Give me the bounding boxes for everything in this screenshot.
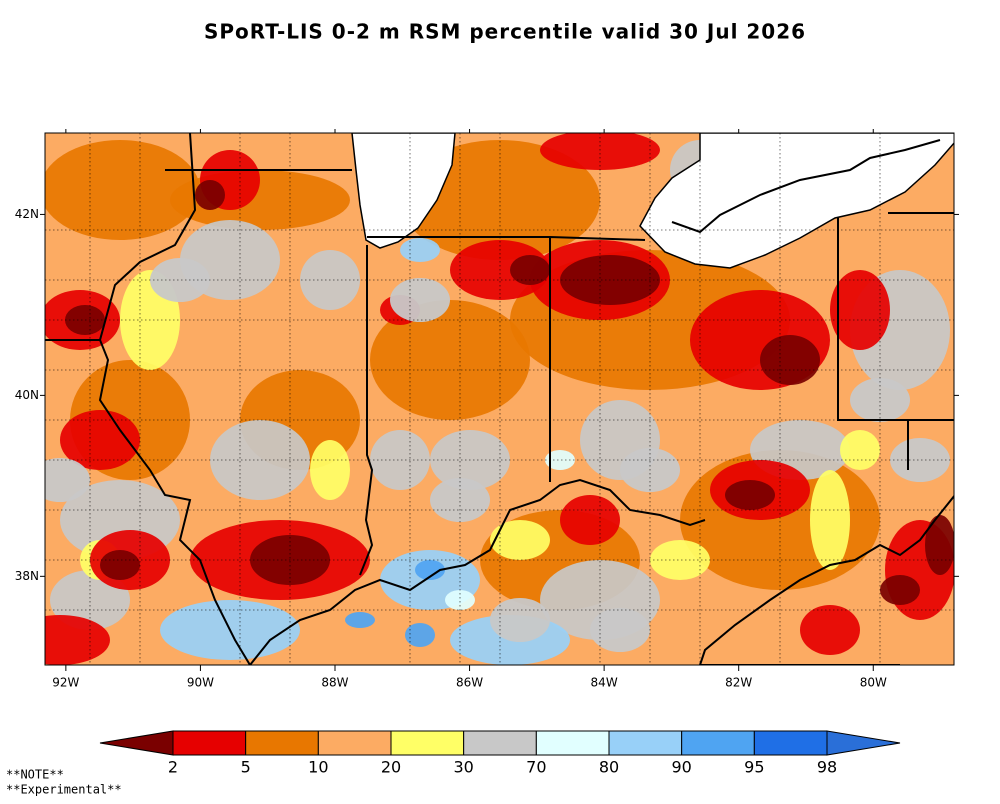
note: **Experimental**: [6, 783, 122, 797]
percentile-patch: [45, 140, 200, 240]
colorbar-swatch: [390, 730, 465, 756]
lon-tick-label: 84W: [591, 676, 618, 690]
lon-tick-label: 82W: [725, 676, 752, 690]
percentile-patch: [810, 470, 850, 570]
percentile-patch: [830, 270, 890, 350]
percentile-patch: [725, 480, 775, 510]
percentile-patch: [415, 560, 445, 580]
percentile-patch: [590, 608, 650, 652]
colorbar-label: 70: [526, 758, 546, 777]
colorbar-swatch: [317, 730, 392, 756]
percentile-patch: [490, 520, 550, 560]
percentile-patch: [405, 623, 435, 647]
title: SPoRT-LIS 0-2 m RSM percentile valid 30 …: [204, 20, 806, 44]
percentile-patch: [150, 258, 210, 302]
colorbar-label: 90: [671, 758, 691, 777]
percentile-patch: [850, 378, 910, 422]
percentile-patch: [545, 450, 575, 470]
colorbar-label: 30: [453, 758, 473, 777]
colorbar-swatch: [535, 730, 610, 756]
colorbar-swatch: [245, 730, 319, 756]
lat-tick-label: 38N: [15, 569, 39, 583]
percentile-patch: [650, 540, 710, 580]
colorbar-label: 2: [168, 758, 178, 777]
percentile-patch: [195, 180, 225, 210]
percentile-patch: [400, 238, 440, 262]
map-frame: [44, 132, 955, 666]
percentile-patch: [45, 615, 110, 665]
percentile-patch: [100, 550, 140, 580]
percentile-patch: [840, 430, 880, 470]
percentile-patch: [890, 438, 950, 482]
percentile-patch: [445, 590, 475, 610]
percentile-patch: [310, 440, 350, 500]
colorbar-label: 80: [599, 758, 619, 777]
colorbar-label: 5: [241, 758, 251, 777]
lon-tick-label: 90W: [187, 676, 214, 690]
lake-michigan: [351, 133, 456, 249]
percentile-patch: [345, 612, 375, 628]
lake-erie: [639, 133, 954, 269]
lon-tick-label: 92W: [52, 676, 79, 690]
map-overlay: [45, 133, 954, 665]
mississippi-river: [98, 133, 251, 665]
colorbar-label: 10: [308, 758, 328, 777]
colorbar-swatch: [172, 730, 247, 756]
percentile-patch: [60, 410, 140, 470]
colorbar-swatch: [608, 730, 683, 756]
colorbar-swatch: [826, 730, 901, 756]
percentile-patch: [45, 458, 90, 502]
lon-tick-label: 80W: [860, 676, 887, 690]
colorbar-swatch: [681, 730, 755, 756]
lat-tick-label: 42N: [15, 207, 39, 221]
percentile-patch: [800, 605, 860, 655]
lat-tick-label: 40N: [15, 388, 39, 402]
percentile-patch: [210, 420, 310, 500]
percentile-patch: [540, 133, 660, 170]
colorbar-swatch: [753, 730, 828, 756]
percentile-patch: [510, 255, 550, 285]
erie-north-shore: [671, 139, 941, 234]
colorbar-swatch: [463, 730, 537, 756]
colorbar-label: 95: [744, 758, 764, 777]
percentile-patch: [880, 575, 920, 605]
colorbar-swatch: [99, 730, 174, 756]
percentile-patch: [430, 478, 490, 522]
percentile-patch: [390, 278, 450, 322]
colorbar-label: 98: [817, 758, 837, 777]
colorbar-label: 20: [381, 758, 401, 777]
percentile-patch: [925, 515, 954, 575]
county-lines: [45, 133, 954, 665]
percentile-patch: [560, 495, 620, 545]
lon-tick-label: 86W: [456, 676, 483, 690]
percentile-patch: [490, 598, 550, 642]
percentile-patch: [760, 335, 820, 385]
lon-tick-label: 88W: [321, 676, 348, 690]
note: **NOTE**: [6, 768, 64, 782]
percentile-patch: [370, 430, 430, 490]
